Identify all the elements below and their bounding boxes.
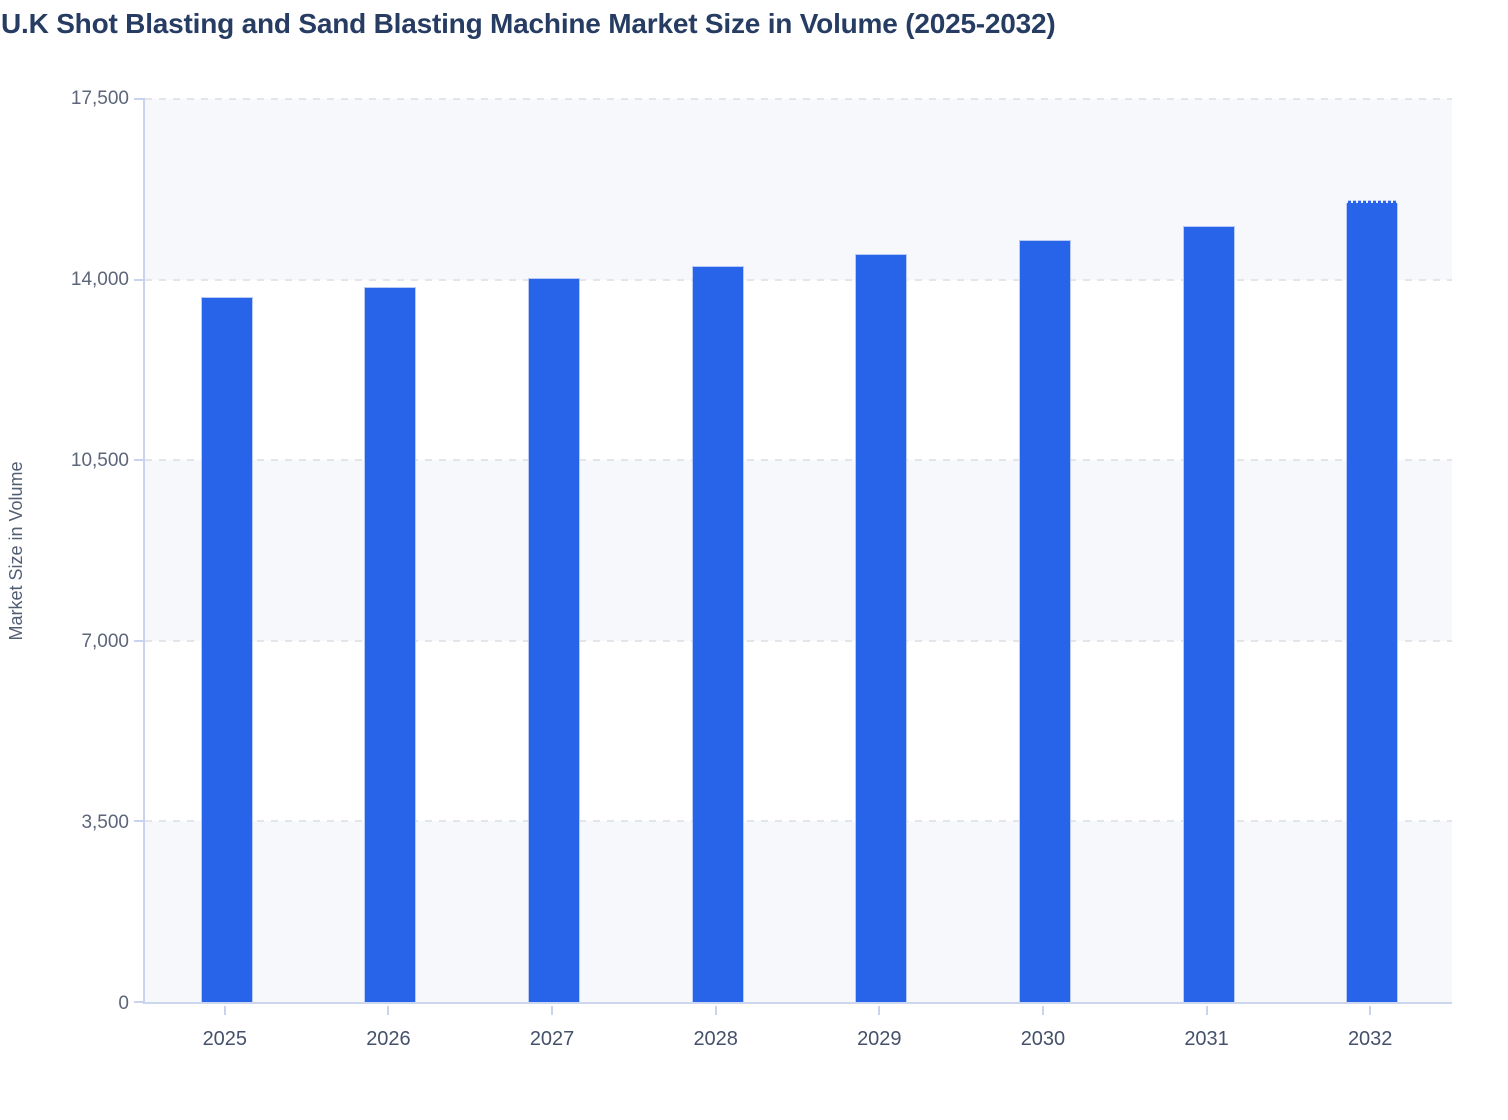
y-tick-mark [134,1001,145,1003]
y-tick-mark [134,820,145,823]
bar-2026[interactable] [364,286,417,1002]
bar-2030[interactable] [1018,240,1071,1002]
plot-band [145,640,1452,822]
x-tick-label-2026: 2026 [366,1028,411,1050]
y-tick-mark [134,98,145,100]
y-tick-label: 14,000 [70,269,129,290]
x-tick-label-2029: 2029 [857,1028,902,1050]
plot-area [134,98,1452,1004]
bar-2031[interactable] [1182,225,1235,1002]
y-tick-mark [134,459,145,462]
x-tick-label-2025: 2025 [202,1028,248,1050]
y-tick-label: 17,500 [70,88,129,109]
plot-band [145,821,1452,1002]
y-axis: 0 3,500 7,000 10,500 14,000 17,500 [0,88,129,1014]
y-tick-label: 7,000 [81,631,129,652]
y-tick-mark [134,639,145,642]
bar-2025[interactable] [200,296,253,1002]
gridline [145,820,1452,823]
x-tick-mark [223,1006,226,1015]
plot-band [145,460,1452,641]
y-tick-mark [134,278,145,281]
x-tick-mark [551,1006,554,1015]
gridline [145,278,1452,281]
x-tick-label-2032: 2032 [1347,1028,1393,1050]
x-tick-mark [387,1006,390,1015]
bar-2027[interactable] [528,277,581,1002]
plot-band [145,279,1452,461]
x-tick-label-2028: 2028 [693,1028,738,1050]
x-tick-label-2030: 2030 [1020,1028,1066,1050]
bar-2032[interactable] [1346,200,1399,1002]
chart-title: U.K Shot Blasting and Sand Blasting Mach… [1,8,1056,39]
y-tick-label: 10,500 [70,450,129,471]
x-tick-label-2027: 2027 [529,1028,575,1050]
gridline [145,639,1452,642]
gridline [145,98,1452,100]
x-tick-mark [1369,1006,1372,1015]
x-tick-label-2031: 2031 [1184,1028,1229,1050]
plot-band [145,99,1452,280]
y-tick-label: 3,500 [81,812,129,833]
x-tick-mark [1041,1006,1044,1015]
x-axis: 2025 2026 2027 2028 2029 2030 2031 2032 [143,1004,1452,1074]
gridline [145,459,1452,462]
y-tick-label: 0 [118,993,129,1014]
bar-2028[interactable] [691,265,744,1002]
bar-2029[interactable] [855,253,908,1002]
x-tick-mark [878,1006,881,1015]
x-tick-mark [1205,1006,1208,1015]
x-tick-mark [714,1006,717,1015]
